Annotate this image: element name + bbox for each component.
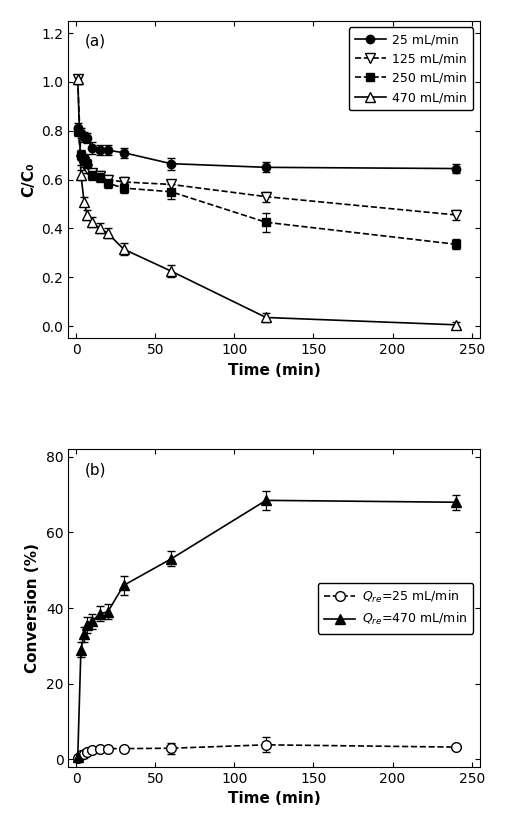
Text: (b): (b): [84, 462, 106, 477]
X-axis label: Time (min): Time (min): [227, 363, 320, 378]
Y-axis label: C/C₀: C/C₀: [21, 162, 36, 197]
Legend: 25 mL/min, 125 mL/min, 250 mL/min, 470 mL/min: 25 mL/min, 125 mL/min, 250 mL/min, 470 m…: [348, 27, 472, 110]
Y-axis label: Conversion (%): Conversion (%): [25, 543, 40, 673]
X-axis label: Time (min): Time (min): [227, 791, 320, 806]
Text: (a): (a): [84, 34, 106, 49]
Legend: $Q_{re}$=25 mL/min, $Q_{re}$=470 mL/min: $Q_{re}$=25 mL/min, $Q_{re}$=470 mL/min: [317, 582, 472, 633]
